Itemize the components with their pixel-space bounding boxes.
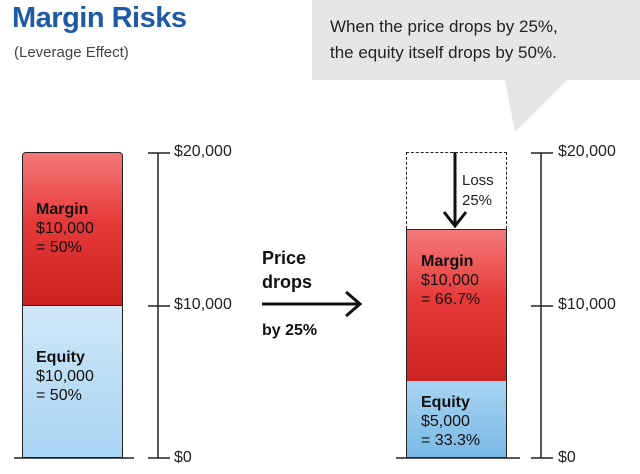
left-margin-label: Margin $10,000 = 50% xyxy=(36,200,94,257)
right-equity-title: Equity xyxy=(421,394,470,411)
left-tick-label-mid: $10,000 xyxy=(174,296,232,313)
right-margin-segment xyxy=(406,229,507,382)
left-margin-share: = 50% xyxy=(36,239,82,256)
left-equity-segment xyxy=(22,306,123,458)
loss-segment xyxy=(406,152,507,229)
right-margin-label: Margin $10,000 = 66.7% xyxy=(421,252,480,309)
transition-line-2: drops xyxy=(262,272,313,292)
callout-line-1: When the price drops by 25%, xyxy=(330,17,558,36)
left-margin-amount: $10,000 xyxy=(36,220,94,237)
left-equity-share: = 50% xyxy=(36,387,82,404)
callout-line-2: the equity itself drops by 50%. xyxy=(330,43,557,62)
right-margin-share: = 66.7% xyxy=(421,291,481,308)
transition-line-1: Price xyxy=(262,248,307,268)
callout-bubble xyxy=(312,0,640,80)
loss-share: 25% xyxy=(462,192,493,209)
right-margin-amount: $10,000 xyxy=(421,272,479,289)
callout-tail xyxy=(505,80,567,132)
down-arrow-icon xyxy=(442,152,468,229)
left-equity-amount: $10,000 xyxy=(36,368,94,385)
right-equity-segment xyxy=(406,381,507,458)
page-title: Margin Risks xyxy=(12,2,187,34)
page-subtitle: (Leverage Effect) xyxy=(14,44,129,61)
right-arrow-icon xyxy=(262,290,363,318)
left-equity-label: Equity $10,000 = 50% xyxy=(36,348,94,405)
loss-title: Loss xyxy=(462,172,494,189)
left-tick-label-top: $20,000 xyxy=(174,143,232,160)
right-tick-label-mid: $10,000 xyxy=(558,296,616,313)
right-margin-title: Margin xyxy=(421,253,474,270)
left-equity-title: Equity xyxy=(36,349,85,366)
right-equity-share: = 33.3% xyxy=(421,432,481,449)
callout-text: When the price drops by 25%, the equity … xyxy=(330,14,558,66)
right-equity-amount: $5,000 xyxy=(421,413,470,430)
loss-label: Loss 25% xyxy=(462,171,494,211)
transition-heading: Price drops xyxy=(262,246,312,294)
transition-amount: by 25% xyxy=(262,322,318,339)
right-tick-label-bottom: $0 xyxy=(558,449,576,466)
left-margin-segment xyxy=(22,152,123,306)
left-margin-title: Margin xyxy=(36,201,89,218)
right-equity-label: Equity $5,000 = 33.3% xyxy=(421,393,480,450)
left-tick-label-bottom: $0 xyxy=(174,449,192,466)
right-tick-label-top: $20,000 xyxy=(558,143,616,160)
